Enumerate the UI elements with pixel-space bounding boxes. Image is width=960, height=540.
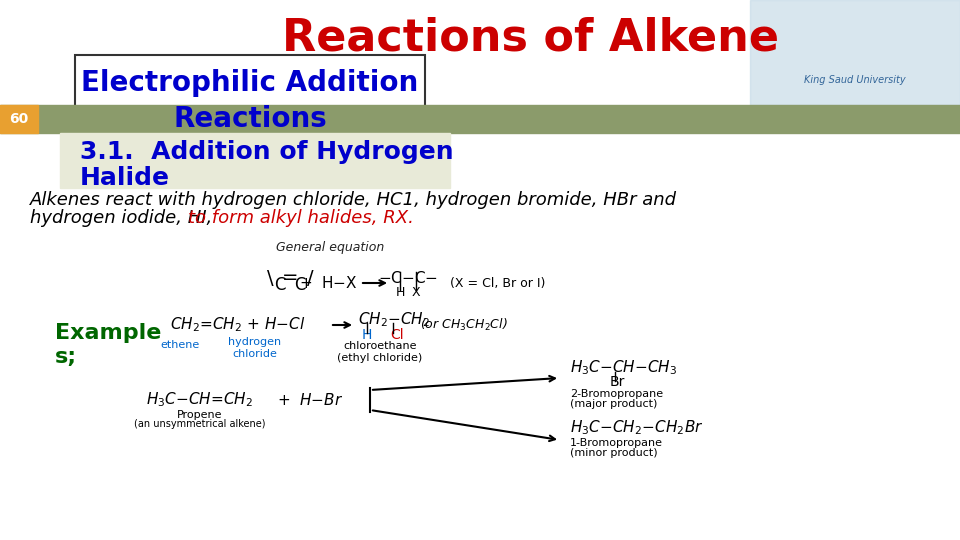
Bar — [60, 133, 450, 188]
Text: $\backslash$: $\backslash$ — [266, 268, 275, 288]
Text: 1-Bromopropane: 1-Bromopropane — [570, 438, 663, 448]
Text: $+$  H$-$X: $+$ H$-$X — [299, 275, 357, 291]
Text: /: / — [306, 268, 313, 287]
Text: Br: Br — [610, 375, 625, 389]
Text: King Saud University: King Saud University — [804, 75, 906, 85]
Text: (minor product): (minor product) — [570, 448, 658, 458]
Text: H$_3$C$-$CH=CH$_2$: H$_3$C$-$CH=CH$_2$ — [147, 390, 253, 409]
Text: (major product): (major product) — [570, 399, 658, 409]
Text: Propene: Propene — [178, 410, 223, 420]
Text: CH$_2$=CH$_2$ + H$-$Cl: CH$_2$=CH$_2$ + H$-$Cl — [170, 316, 305, 334]
Bar — [0, 105, 960, 133]
Text: Reactions: Reactions — [173, 105, 326, 133]
Text: $+$  H$-$Br: $+$ H$-$Br — [276, 392, 343, 408]
Text: X: X — [412, 286, 420, 299]
Text: 60: 60 — [10, 112, 29, 126]
Text: CH$_2$$-$CH$_2$: CH$_2$$-$CH$_2$ — [358, 310, 430, 329]
Text: ethene: ethene — [160, 340, 200, 350]
Text: C: C — [295, 276, 305, 294]
Text: Halide: Halide — [80, 166, 170, 190]
Text: hydrogen iodide, HI,: hydrogen iodide, HI, — [30, 209, 218, 227]
Text: H$_3$C$-$CH$_2$$-$CH$_2$Br: H$_3$C$-$CH$_2$$-$CH$_2$Br — [570, 418, 704, 437]
Text: H: H — [396, 286, 405, 299]
Text: General equation: General equation — [276, 241, 384, 254]
Text: Example
s;: Example s; — [55, 323, 161, 367]
Text: hydrogen
chloride: hydrogen chloride — [228, 337, 281, 359]
Text: chloroethane
(ethyl chloride): chloroethane (ethyl chloride) — [337, 341, 422, 363]
Text: Cl: Cl — [390, 328, 403, 342]
Text: 3.1.  Addition of Hydrogen: 3.1. Addition of Hydrogen — [80, 140, 454, 164]
Text: =: = — [281, 268, 299, 287]
Text: Alkenes react with hydrogen chloride, HC1, hydrogen bromide, HBr and: Alkenes react with hydrogen chloride, HC… — [30, 191, 677, 209]
Text: 2-Bromopropane: 2-Bromopropane — [570, 389, 663, 399]
Text: Electrophilic Addition: Electrophilic Addition — [82, 69, 419, 97]
Bar — [750, 0, 960, 105]
Text: (an unsymmetrical alkene): (an unsymmetrical alkene) — [134, 419, 266, 429]
Text: (or CH$_3$CH$_2$Cl): (or CH$_3$CH$_2$Cl) — [420, 317, 508, 333]
Bar — [0, 105, 38, 133]
Text: H$_3$C$-$CH$-$CH$_3$: H$_3$C$-$CH$-$CH$_3$ — [570, 359, 678, 377]
Text: H: H — [362, 328, 372, 342]
Text: (X = Cl, Br or I): (X = Cl, Br or I) — [450, 276, 545, 289]
Text: C: C — [275, 276, 286, 294]
Text: Reactions of Alkene: Reactions of Alkene — [281, 17, 779, 59]
Text: $-$C$-$C$-$: $-$C$-$C$-$ — [378, 270, 438, 286]
Text: to form alkyl halides, RX.: to form alkyl halides, RX. — [187, 209, 414, 227]
FancyBboxPatch shape — [75, 55, 425, 130]
